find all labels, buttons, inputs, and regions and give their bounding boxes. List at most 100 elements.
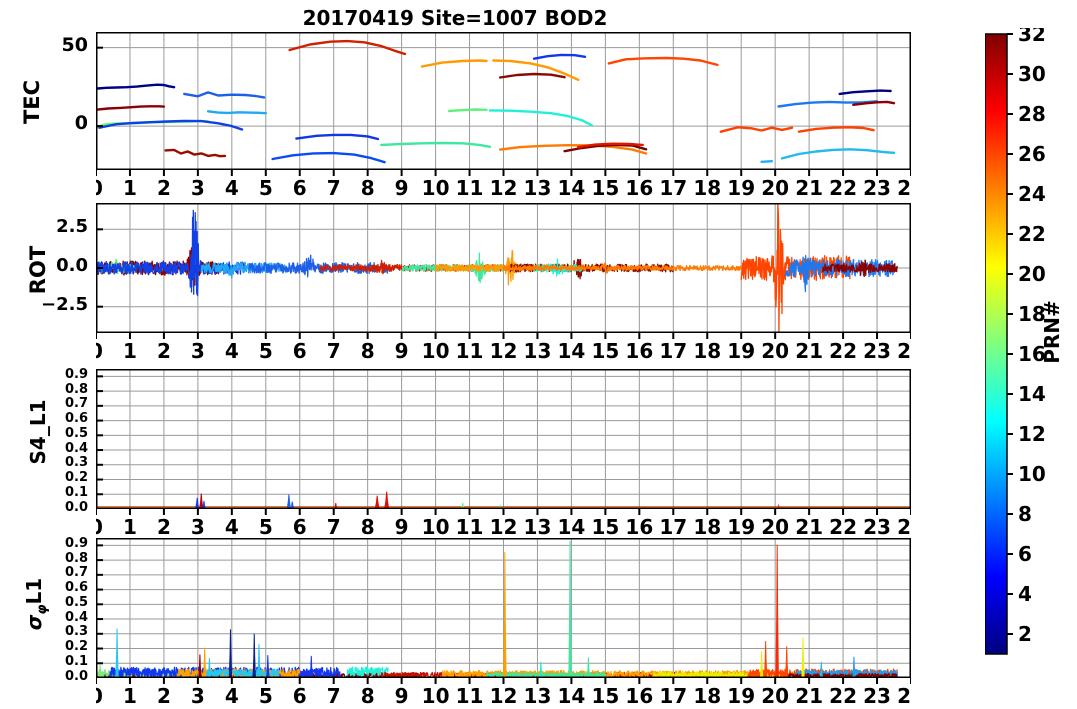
xtick-label: 17 [659, 339, 687, 361]
s4l1-plot[interactable] [96, 369, 911, 509]
xtick-label: 12 [490, 515, 518, 537]
spike-sig-spike-19 [801, 637, 805, 678]
series-prn-27b [577, 142, 644, 149]
xtick-label: 18 [693, 339, 721, 361]
rot-plot[interactable] [96, 203, 911, 333]
xtick-label: 11 [456, 684, 484, 706]
xtick-label: 5 [259, 684, 273, 706]
xtick-label: 24 [897, 515, 911, 537]
xtick-label: 9 [395, 176, 409, 198]
noise-seg-n [822, 259, 899, 278]
colorbar-tick-label: 20 [1018, 262, 1046, 286]
colorbar-tick-label: 16 [1018, 342, 1046, 366]
sigmaphi-plot[interactable] [96, 538, 911, 678]
xtick-label: 21 [795, 515, 823, 537]
ytick-label: 0.1 [64, 484, 88, 500]
tec-plot[interactable] [96, 32, 911, 170]
colorbar-tick-label: 26 [1018, 142, 1046, 166]
colorbar-tick-label: 8 [1018, 502, 1032, 526]
series-prn-28b [719, 126, 794, 133]
xtick-label: 19 [727, 515, 755, 537]
xtick-label: 12 [490, 176, 518, 198]
xtick-label: 24 [897, 684, 911, 706]
s4l1-xaxis: 0123456789101112131415161718192021222324 [96, 509, 911, 537]
xtick-label: 1 [123, 515, 137, 537]
ytick-label: 0.7 [64, 565, 88, 581]
colorbar-tick-label: 18 [1018, 302, 1046, 326]
spike-sig-spike-15 [759, 651, 764, 678]
xtick-label: 19 [727, 339, 755, 361]
spike-sig-spike-8 [257, 644, 261, 678]
series-prn-28 [607, 56, 719, 67]
xtick-label: 6 [293, 176, 307, 198]
colorbar-tick-label: 6 [1018, 542, 1032, 566]
xtick-label: 17 [659, 684, 687, 706]
series-prn-27 [288, 39, 407, 56]
xtick-label: 8 [361, 684, 375, 706]
series-prn-12 [760, 160, 773, 163]
colorbar[interactable]: 2 4 6 8 10 12 14 16 18 20 22 24 26 28 30 32 [985, 28, 1077, 678]
series-prn-5 [98, 119, 244, 131]
xtick-label: 14 [557, 684, 585, 706]
xtick-label: 21 [795, 684, 823, 706]
xtick-label: 13 [524, 684, 552, 706]
xtick-label: 17 [659, 515, 687, 537]
noise-sp-f [346, 666, 389, 677]
colorbar-label: PRN# [1040, 300, 1064, 364]
xtick-label: 15 [591, 176, 619, 198]
xtick-label: 2 [157, 515, 171, 537]
xtick-label: 16 [625, 339, 653, 361]
xtick-label: 16 [625, 684, 653, 706]
xtick-label: 10 [422, 684, 450, 706]
ytick-label: 0.2 [64, 470, 88, 486]
colorbar-tick-label: 32 [1018, 28, 1046, 46]
ytick-label: 0.5 [64, 594, 88, 610]
xtick-label: 20 [761, 339, 789, 361]
spike-sig-spike-5 [207, 658, 212, 678]
xtick-label: 4 [225, 515, 239, 537]
sigmaphi-xaxis: 0123456789101112131415161718192021222324 [96, 678, 911, 706]
xtick-label: 3 [191, 339, 205, 361]
series-prn-2b [838, 89, 892, 96]
colorbar-tick-label: 4 [1018, 582, 1032, 606]
series-prn-30 [96, 105, 166, 111]
xtick-label: 11 [456, 339, 484, 361]
xtick-label: 20 [761, 176, 789, 198]
spike-spike-5 [290, 501, 295, 509]
spike-sig-spike-10 [309, 655, 313, 678]
xtick-label: 4 [225, 684, 239, 706]
ytick-label: 2.5 [56, 216, 88, 238]
noise-sp-m [788, 672, 898, 678]
xtick-label: 4 [225, 176, 239, 198]
xtick-label: 1 [123, 684, 137, 706]
colorbar-tick-label: 28 [1018, 102, 1046, 126]
xtick-label: 3 [191, 684, 205, 706]
spike-sig-spike-18 [785, 646, 789, 678]
xtick-label: 10 [422, 515, 450, 537]
colorbar-label-text: PRN# [1039, 300, 1064, 364]
spike-sig-spike-6 [228, 629, 233, 678]
xtick-label: 2 [157, 684, 171, 706]
spike-sig-spike-20 [852, 656, 856, 678]
xtick-label: 14 [557, 176, 585, 198]
colorbar-tick-label: 14 [1018, 382, 1046, 406]
ytick-label: 0 [74, 112, 88, 135]
series-prn-32 [563, 143, 648, 153]
ytick-label: 0.2 [64, 639, 88, 655]
spike-sig-spike-21 [819, 661, 824, 678]
xtick-label: 3 [191, 176, 205, 198]
noise-seg-f [319, 259, 539, 275]
tec-xaxis: 0123456789101112131415161718192021222324 [96, 170, 911, 198]
xtick-label: 22 [829, 684, 857, 706]
xtick-label: 16 [625, 176, 653, 198]
xtick-label: 21 [795, 339, 823, 361]
colorbar-tick-label: 10 [1018, 462, 1046, 486]
xtick-label: 5 [259, 339, 273, 361]
noise-seg-c [96, 209, 247, 297]
spike-sig-spike-12 [568, 540, 572, 678]
panel-s4l1: 0.0 0.1 0.2 0.3 0.4 0.5 0.6 0.7 0.8 0.9 [65, 367, 911, 515]
ytick-label: 50 [61, 34, 88, 56]
ytick-label: 0.9 [64, 536, 88, 552]
spike-sig-spike-7 [252, 633, 256, 678]
series-prn-30b [852, 100, 896, 106]
